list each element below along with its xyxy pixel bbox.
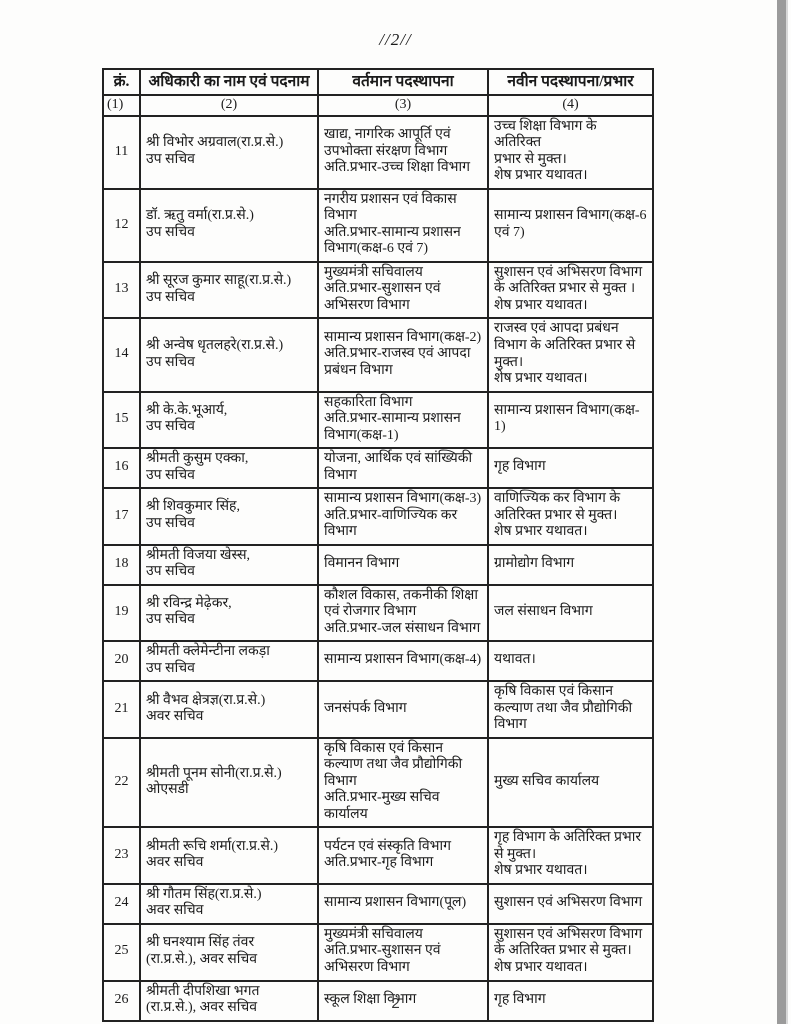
serial-cell: 20	[102, 640, 141, 683]
table-row: 14 श्री अन्वेष धृतलहरे(रा.प्र.से.) उप सचि…	[102, 317, 654, 393]
officer-name-cell: श्रीमती कुसुम एक्का, उप सचिव	[139, 447, 319, 490]
officer-name-cell: श्री सूरज कुमार साहू(रा.प्र.से.) उप सचिव	[139, 260, 319, 320]
officer-name-cell: श्री विभोर अग्रवाल(रा.प्र.से.) उप सचिव	[139, 114, 319, 190]
table-row: 25 श्री घनश्याम सिंह तंवर (रा.प्र.से.), अ…	[102, 922, 654, 982]
officer-name-cell: डॉ. ऋतु वर्मा(रा.प्र.से.) उप सचिव	[139, 187, 319, 263]
officer-name-cell: श्रीमती दीपशिखा भगत (रा.प्र.से.), अवर सच…	[139, 979, 319, 1022]
table-row: 21 श्री वैभव क्षेत्रज्ञ(रा.प्र.से.) अवर स…	[102, 680, 654, 739]
table-row: 16 श्रीमती कुसुम एक्का, उप सचिव योजना, आर्…	[102, 447, 654, 490]
new-posting-cell: राजस्व एवं आपदा प्रबंधन विभाग के अतिरिक्…	[487, 317, 654, 393]
serial-cell: 25	[102, 922, 141, 982]
serial-cell: 16	[102, 447, 141, 490]
new-posting-cell: गृह विभाग के अतिरिक्त प्रभार से मुक्त। श…	[487, 826, 654, 885]
table-row: 20 श्रीमती क्लेमेन्टीना लकड़ा उप सचिव सामा…	[102, 640, 654, 683]
new-posting-cell: ग्रामोद्योग विभाग	[487, 543, 654, 586]
column-index-2: (2)	[139, 94, 319, 117]
column-index-4: (4)	[487, 94, 654, 117]
table-row: 19 श्री रविन्द्र मेढ़ेकर, उप सचिव कौशल विक…	[102, 583, 654, 643]
serial-cell: 21	[102, 680, 141, 739]
serial-cell: 17	[102, 487, 141, 546]
page-header-mark: //2//	[379, 30, 412, 49]
serial-cell: 11	[102, 114, 141, 190]
officer-table-body: 11 श्री विभोर अग्रवाल(रा.प्र.से.) उप सचिव…	[102, 114, 654, 1022]
new-posting-cell: जल संसाधन विभाग	[487, 583, 654, 643]
serial-cell: 13	[102, 260, 141, 320]
new-posting-cell: सुशासन एवं अभिसरण विभाग के अतिरिक्त प्रभ…	[487, 260, 654, 320]
table-row: 26 श्रीमती दीपशिखा भगत (रा.प्र.से.), अवर …	[102, 979, 654, 1022]
current-posting-cell: विमानन विभाग	[317, 543, 489, 586]
column-index-1: (1)	[102, 94, 141, 117]
new-posting-cell: सामान्य प्रशासन विभाग(कक्ष-6 एवं 7)	[487, 187, 654, 263]
current-posting-cell: कौशल विकास, तकनीकी शिक्षा एवं रोजगार विभ…	[317, 583, 489, 643]
new-posting-cell: यथावत।	[487, 640, 654, 683]
current-posting-cell: सामान्य प्रशासन विभाग(कक्ष-4)	[317, 640, 489, 683]
officer-transfer-table: क्रं. अधिकारी का नाम एवं पदनाम वर्तमान प…	[102, 67, 654, 1022]
current-posting-cell: कृषि विकास एवं किसान कल्याण तथा जैव प्रौ…	[317, 736, 489, 829]
current-posting-cell: मुख्यमंत्री सचिवालय अति.प्रभार-सुशासन एव…	[317, 260, 489, 320]
table-header-row: क्रं. अधिकारी का नाम एवं पदनाम वर्तमान प…	[102, 67, 654, 97]
table-row: 17 श्री शिवकुमार सिंह, उप सचिव सामान्य प्र…	[102, 487, 654, 546]
column-header-name: अधिकारी का नाम एवं पदनाम	[139, 67, 319, 97]
officer-name-cell: श्री गौतम सिंह(रा.प्र.से.) अवर सचिव	[139, 882, 319, 925]
serial-cell: 14	[102, 317, 141, 393]
table-row: 15 श्री के.के.भूआर्य, उप सचिव सहकारिता विभ…	[102, 390, 654, 450]
current-posting-cell: स्कूल शिक्षा विभाग	[317, 979, 489, 1022]
column-header-serial: क्रं.	[102, 67, 141, 97]
current-posting-cell: पर्यटन एवं संस्कृति विभाग अति.प्रभार-गृह…	[317, 826, 489, 885]
scan-edge-shadow	[777, 0, 788, 1024]
new-posting-cell: कृषि विकास एवं किसान कल्याण तथा जैव प्रौ…	[487, 680, 654, 739]
current-posting-cell: योजना, आर्थिक एवं सांख्यिकी विभाग	[317, 447, 489, 490]
column-header-current: वर्तमान पदस्थापना	[317, 67, 489, 97]
officer-name-cell: श्रीमती विजया खेस्स, उप सचिव	[139, 543, 319, 586]
serial-cell: 19	[102, 583, 141, 643]
table-row: 18 श्रीमती विजया खेस्स, उप सचिव विमानन विभ…	[102, 543, 654, 586]
table-row: 22 श्रीमती पूनम सोनी(रा.प्र.से.) ओएसडी कृष…	[102, 736, 654, 829]
current-posting-cell: मुख्यमंत्री सचिवालय अति.प्रभार-सुशासन एव…	[317, 922, 489, 982]
officer-name-cell: श्रीमती रूचि शर्मा(रा.प्र.से.) अवर सचिव	[139, 826, 319, 885]
column-index-3: (3)	[317, 94, 489, 117]
officer-name-cell: श्री रविन्द्र मेढ़ेकर, उप सचिव	[139, 583, 319, 643]
officer-name-cell: श्री वैभव क्षेत्रज्ञ(रा.प्र.से.) अवर सचि…	[139, 680, 319, 739]
column-header-new: नवीन पदस्थापना/प्रभार	[487, 67, 654, 97]
current-posting-cell: नगरीय प्रशासन एवं विकास विभाग अति.प्रभार…	[317, 187, 489, 263]
table-row: 12 डॉ. ऋतु वर्मा(रा.प्र.से.) उप सचिव नगरीय…	[102, 187, 654, 263]
officer-name-cell: श्रीमती क्लेमेन्टीना लकड़ा उप सचिव	[139, 640, 319, 683]
serial-cell: 26	[102, 979, 141, 1022]
officer-name-cell: श्री के.के.भूआर्य, उप सचिव	[139, 390, 319, 450]
new-posting-cell: सुशासन एवं अभिसरण विभाग	[487, 882, 654, 925]
page-number: 2	[391, 995, 400, 1012]
current-posting-cell: जनसंपर्क विभाग	[317, 680, 489, 739]
new-posting-cell: मुख्य सचिव कार्यालय	[487, 736, 654, 829]
current-posting-cell: सामान्य प्रशासन विभाग(कक्ष-2) अति.प्रभार…	[317, 317, 489, 393]
current-posting-cell: सहकारिता विभाग अति.प्रभार-सामान्य प्रशास…	[317, 390, 489, 450]
current-posting-cell: खाद्य, नागरिक आपूर्ति एवं उपभोक्ता संरक्…	[317, 114, 489, 190]
serial-cell: 18	[102, 543, 141, 586]
new-posting-cell: सुशासन एवं अभिसरण विभाग के अतिरिक्त प्रभ…	[487, 922, 654, 982]
new-posting-cell: सामान्य प्रशासन विभाग(कक्ष- 1)	[487, 390, 654, 450]
officer-name-cell: श्री घनश्याम सिंह तंवर (रा.प्र.से.), अवर…	[139, 922, 319, 982]
table-row: 23 श्रीमती रूचि शर्मा(रा.प्र.से.) अवर सचि…	[102, 826, 654, 885]
table-header: क्रं. अधिकारी का नाम एवं पदनाम वर्तमान प…	[102, 67, 654, 117]
table-index-row: (1) (2) (3) (4)	[102, 94, 654, 117]
officer-name-cell: श्री शिवकुमार सिंह, उप सचिव	[139, 487, 319, 546]
new-posting-cell: गृह विभाग	[487, 979, 654, 1022]
officer-name-cell: श्रीमती पूनम सोनी(रा.प्र.से.) ओएसडी	[139, 736, 319, 829]
new-posting-cell: उच्च शिक्षा विभाग के अतिरिक्त प्रभार से …	[487, 114, 654, 190]
serial-cell: 15	[102, 390, 141, 450]
serial-cell: 23	[102, 826, 141, 885]
serial-cell: 12	[102, 187, 141, 263]
current-posting-cell: सामान्य प्रशासन विभाग(कक्ष-3) अति.प्रभार…	[317, 487, 489, 546]
table-row: 24 श्री गौतम सिंह(रा.प्र.से.) अवर सचिव साम…	[102, 882, 654, 925]
serial-cell: 22	[102, 736, 141, 829]
officer-name-cell: श्री अन्वेष धृतलहरे(रा.प्र.से.) उप सचिव	[139, 317, 319, 393]
table-row: 11 श्री विभोर अग्रवाल(रा.प्र.से.) उप सचिव…	[102, 114, 654, 190]
table-row: 13 श्री सूरज कुमार साहू(रा.प्र.से.) उप सच…	[102, 260, 654, 320]
current-posting-cell: सामान्य प्रशासन विभाग(पूल)	[317, 882, 489, 925]
new-posting-cell: वाणिज्यिक कर विभाग के अतिरिक्त प्रभार से…	[487, 487, 654, 546]
new-posting-cell: गृह विभाग	[487, 447, 654, 490]
serial-cell: 24	[102, 882, 141, 925]
